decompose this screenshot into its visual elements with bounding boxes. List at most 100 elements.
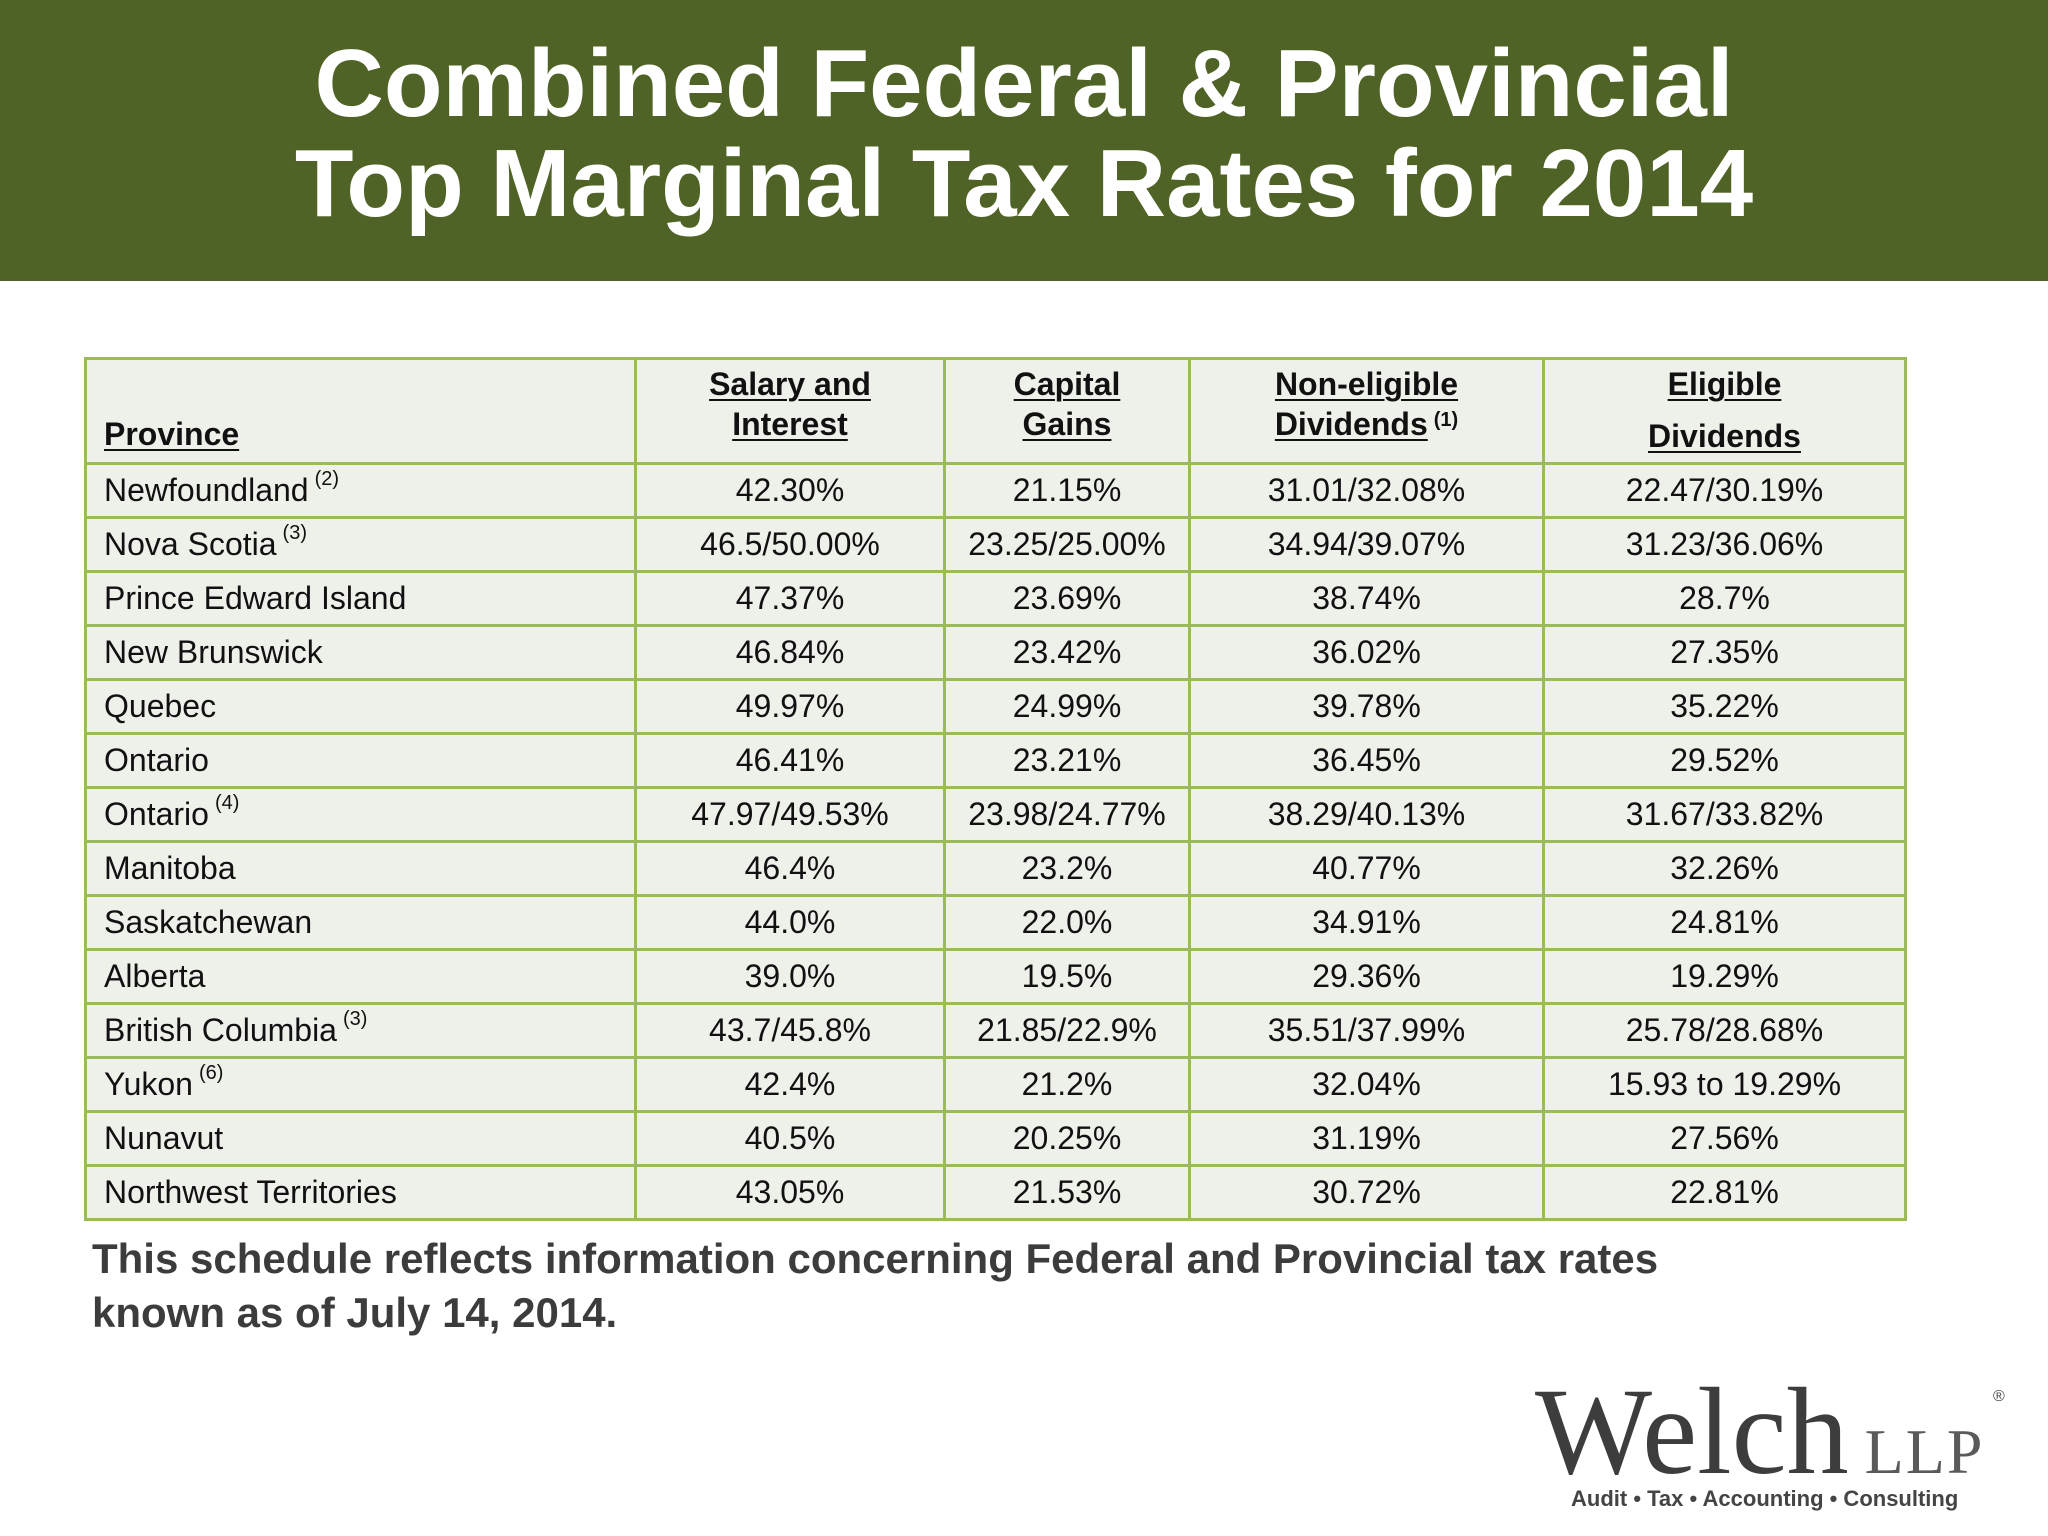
header-capital-gains: Capital Gains [943, 357, 1191, 465]
footnote-marker: (3) [342, 1008, 368, 1030]
table-row: Quebec 49.97% 24.99% 39.78% 35.22% [84, 678, 1907, 735]
cell-capital-gains: 23.69% [943, 570, 1191, 627]
cell-province: Northwest Territories [84, 1164, 637, 1221]
cell-province: Yukon (6) [84, 1056, 637, 1113]
footnote-marker: (6) [198, 1062, 224, 1084]
page-title: Combined Federal & Provincial Top Margin… [0, 34, 2048, 234]
cell-province: Quebec [84, 678, 637, 735]
cell-capital-gains: 19.5% [943, 948, 1191, 1005]
cell-non-eligible-dividends: 36.45% [1188, 732, 1545, 789]
cell-province: Nunavut [84, 1110, 637, 1167]
header-salary-interest: Salary and Interest [634, 357, 946, 465]
header-non-eligible-dividends: Non-eligible Dividends (1) [1188, 357, 1545, 465]
cell-salary-interest: 47.97/49.53% [634, 786, 946, 843]
title-line-2: Top Marginal Tax Rates for 2014 [294, 130, 1754, 237]
cell-eligible-dividends: 35.22% [1542, 678, 1907, 735]
logo-name: Welch [1535, 1363, 1849, 1500]
cell-non-eligible-dividends: 38.29/40.13% [1188, 786, 1545, 843]
cell-province: British Columbia (3) [84, 1002, 637, 1059]
table-header-row: Province Salary and Interest Capital Gai… [84, 357, 1907, 465]
table-row: Alberta 39.0% 19.5% 29.36% 19.29% [84, 948, 1907, 1005]
title-line-1: Combined Federal & Provincial [314, 30, 1734, 137]
cell-province: Manitoba [84, 840, 637, 897]
cell-salary-interest: 46.41% [634, 732, 946, 789]
cell-non-eligible-dividends: 35.51/37.99% [1188, 1002, 1545, 1059]
cell-capital-gains: 23.42% [943, 624, 1191, 681]
cell-non-eligible-dividends: 30.72% [1188, 1164, 1545, 1221]
cell-eligible-dividends: 24.81% [1542, 894, 1907, 951]
cell-eligible-dividends: 22.81% [1542, 1164, 1907, 1221]
cell-salary-interest: 46.4% [634, 840, 946, 897]
table-row: Prince Edward Island 47.37% 23.69% 38.74% 28… [84, 570, 1907, 627]
cell-salary-interest: 46.84% [634, 624, 946, 681]
cell-capital-gains: 21.2% [943, 1056, 1191, 1113]
table-body: Newfoundland (2) 42.30% 21.15% 31.01/32.08% 2… [84, 462, 1907, 1221]
table-row: Newfoundland (2) 42.30% 21.15% 31.01/32.08% 2… [84, 462, 1907, 519]
table-row: Saskatchewan 44.0% 22.0% 34.91% 24.81% [84, 894, 1907, 951]
cell-province: Ontario [84, 732, 637, 789]
table-row: Manitoba 46.4% 23.2% 40.77% 32.26% [84, 840, 1907, 897]
logo-suffix: LLP [1864, 1416, 1985, 1487]
cell-capital-gains: 20.25% [943, 1110, 1191, 1167]
cell-salary-interest: 42.30% [634, 462, 946, 519]
cell-eligible-dividends: 28.7% [1542, 570, 1907, 627]
footnote-marker: (2) [314, 468, 340, 490]
cell-salary-interest: 43.05% [634, 1164, 946, 1221]
cell-non-eligible-dividends: 40.77% [1188, 840, 1545, 897]
footnote-marker: (1) [1433, 409, 1459, 431]
cell-salary-interest: 39.0% [634, 948, 946, 1005]
cell-capital-gains: 21.53% [943, 1164, 1191, 1221]
registered-mark: ® [1993, 1388, 2005, 1405]
cell-non-eligible-dividends: 39.78% [1188, 678, 1545, 735]
logo-tagline: Audit • Tax • Accounting • Consulting [1571, 1486, 1959, 1511]
cell-capital-gains: 24.99% [943, 678, 1191, 735]
cell-eligible-dividends: 27.35% [1542, 624, 1907, 681]
cell-salary-interest: 46.5/50.00% [634, 516, 946, 573]
cell-salary-interest: 47.37% [634, 570, 946, 627]
cell-province: Prince Edward Island [84, 570, 637, 627]
tax-rates-table: Province Salary and Interest Capital Gai… [84, 357, 1907, 1221]
cell-eligible-dividends: 25.78/28.68% [1542, 1002, 1907, 1059]
cell-province: Saskatchewan [84, 894, 637, 951]
cell-eligible-dividends: 29.52% [1542, 732, 1907, 789]
cell-capital-gains: 23.2% [943, 840, 1191, 897]
cell-salary-interest: 49.97% [634, 678, 946, 735]
table-row: British Columbia (3) 43.7/45.8% 21.85/22.9%… [84, 1002, 1907, 1059]
cell-capital-gains: 22.0% [943, 894, 1191, 951]
table-row: Nunavut 40.5% 20.25% 31.19% 27.56% [84, 1110, 1907, 1167]
cell-eligible-dividends: 15.93 to 19.29% [1542, 1056, 1907, 1113]
table-row: Ontario (4) 47.97/49.53% 23.98/24.77% 38.29/… [84, 786, 1907, 843]
note-line-2: known as of July 14, 2014. [92, 1289, 618, 1336]
cell-eligible-dividends: 32.26% [1542, 840, 1907, 897]
cell-eligible-dividends: 31.67/33.82% [1542, 786, 1907, 843]
table-row: New Brunswick 46.84% 23.42% 36.02% 27.35% [84, 624, 1907, 681]
table-row: Northwest Territories 43.05% 21.53% 30.72% 2… [84, 1164, 1907, 1221]
cell-salary-interest: 43.7/45.8% [634, 1002, 946, 1059]
cell-salary-interest: 44.0% [634, 894, 946, 951]
cell-non-eligible-dividends: 29.36% [1188, 948, 1545, 1005]
cell-province: Ontario (4) [84, 786, 637, 843]
cell-eligible-dividends: 31.23/36.06% [1542, 516, 1907, 573]
cell-non-eligible-dividends: 31.01/32.08% [1188, 462, 1545, 519]
footnote-marker: (4) [214, 792, 240, 814]
cell-non-eligible-dividends: 38.74% [1188, 570, 1545, 627]
title-band: Combined Federal & Provincial Top Margin… [0, 0, 2048, 281]
cell-capital-gains: 23.21% [943, 732, 1191, 789]
cell-non-eligible-dividends: 31.19% [1188, 1110, 1545, 1167]
cell-province: Alberta [84, 948, 637, 1005]
cell-salary-interest: 40.5% [634, 1110, 946, 1167]
cell-non-eligible-dividends: 32.04% [1188, 1056, 1545, 1113]
table-row: Ontario 46.41% 23.21% 36.45% 29.52% [84, 732, 1907, 789]
cell-province: New Brunswick [84, 624, 637, 681]
header-province: Province [84, 357, 637, 465]
cell-eligible-dividends: 19.29% [1542, 948, 1907, 1005]
cell-salary-interest: 42.4% [634, 1056, 946, 1113]
cell-capital-gains: 21.15% [943, 462, 1191, 519]
cell-eligible-dividends: 27.56% [1542, 1110, 1907, 1167]
cell-capital-gains: 23.25/25.00% [943, 516, 1191, 573]
cell-non-eligible-dividends: 34.94/39.07% [1188, 516, 1545, 573]
cell-capital-gains: 23.98/24.77% [943, 786, 1191, 843]
schedule-note: This schedule reflects information conce… [92, 1232, 1892, 1340]
cell-non-eligible-dividends: 34.91% [1188, 894, 1545, 951]
welch-llp-logo: Welch LLP ® Audit • Tax • Accounting • Co… [1535, 1370, 2015, 1520]
